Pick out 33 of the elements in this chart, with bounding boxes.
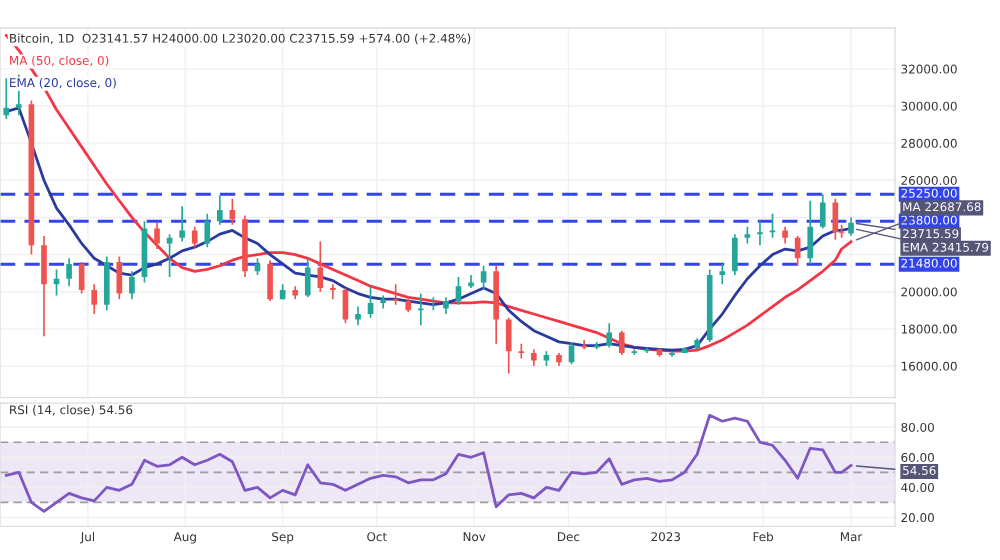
- line-series: [4, 106, 853, 352]
- candlestick: [330, 283, 336, 300]
- candlestick: [417, 292, 424, 327]
- candlestick: [3, 77, 10, 120]
- candlestick: [355, 305, 361, 327]
- candlestick: [732, 233, 738, 276]
- candlestick: [518, 342, 525, 360]
- candlestick: [848, 216, 854, 237]
- candlestick: [217, 194, 223, 226]
- candlestick: [819, 193, 826, 230]
- candlestick: [103, 255, 110, 312]
- candlestick: [66, 257, 72, 287]
- candlestick: [807, 199, 814, 265]
- candlestick: [41, 235, 47, 338]
- candlestick: [505, 316, 512, 375]
- line-series: [4, 34, 853, 353]
- candlestick: [154, 222, 160, 250]
- candlestick: [179, 205, 185, 243]
- candlestick: [204, 212, 211, 248]
- candlestick: [392, 283, 399, 306]
- candlestick: [719, 263, 726, 286]
- candlestick: [317, 240, 324, 293]
- candlestick: [304, 257, 311, 299]
- line-series: [4, 413, 853, 513]
- candlestick: [618, 329, 625, 356]
- candlestick: [757, 220, 763, 247]
- candlestick: [267, 259, 273, 302]
- candlestick: [606, 322, 613, 349]
- candlestick: [769, 212, 776, 239]
- candlestick: [91, 283, 98, 315]
- candlestick: [191, 225, 198, 248]
- candlestick: [116, 255, 123, 300]
- candlestick: [129, 270, 135, 300]
